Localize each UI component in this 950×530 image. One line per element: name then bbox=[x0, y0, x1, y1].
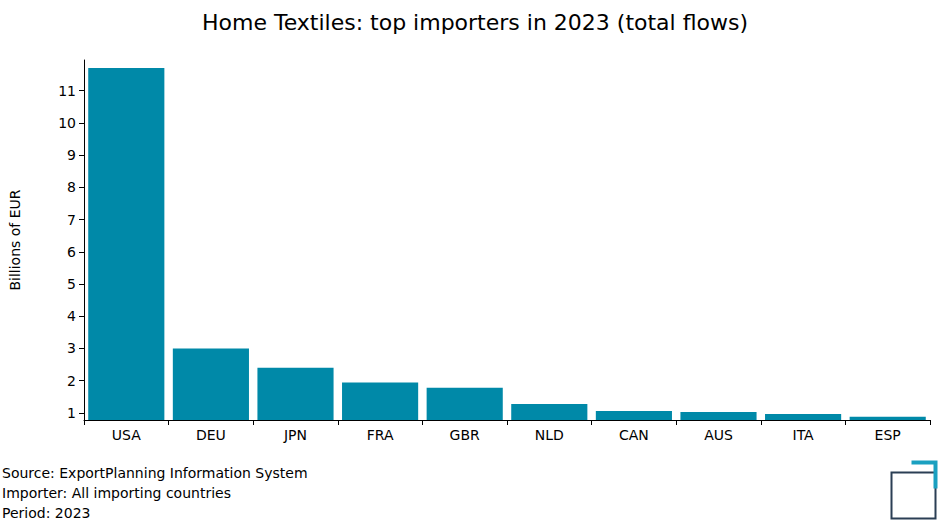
svg-text:6: 6 bbox=[67, 244, 76, 260]
svg-text:Billions of EUR: Billions of EUR bbox=[7, 189, 23, 290]
svg-text:ESP: ESP bbox=[875, 427, 901, 443]
svg-text:Importer: All importing countr: Importer: All importing countries bbox=[2, 485, 231, 501]
svg-text:Home Textiles: top importers i: Home Textiles: top importers in 2023 (to… bbox=[202, 10, 748, 35]
svg-text:2: 2 bbox=[67, 373, 76, 389]
svg-text:Period: 2023: Period: 2023 bbox=[2, 505, 90, 521]
svg-text:DEU: DEU bbox=[196, 427, 226, 443]
svg-text:FRA: FRA bbox=[367, 427, 394, 443]
svg-text:9: 9 bbox=[67, 147, 76, 163]
svg-text:NLD: NLD bbox=[535, 427, 564, 443]
svg-text:11: 11 bbox=[58, 83, 76, 99]
svg-text:JPN: JPN bbox=[283, 427, 307, 443]
svg-text:USA: USA bbox=[112, 427, 141, 443]
svg-text:1: 1 bbox=[67, 405, 76, 421]
svg-text:5: 5 bbox=[67, 276, 76, 292]
svg-text:3: 3 bbox=[67, 340, 76, 356]
svg-text:8: 8 bbox=[67, 179, 76, 195]
svg-text:4: 4 bbox=[67, 308, 76, 324]
svg-text:AUS: AUS bbox=[704, 427, 733, 443]
svg-text:Source: ExportPlanning Informa: Source: ExportPlanning Information Syste… bbox=[2, 465, 308, 481]
svg-text:GBR: GBR bbox=[450, 427, 480, 443]
svg-text:CAN: CAN bbox=[619, 427, 649, 443]
svg-text:7: 7 bbox=[67, 212, 76, 228]
svg-text:ITA: ITA bbox=[793, 427, 815, 443]
svg-text:10: 10 bbox=[58, 115, 76, 131]
